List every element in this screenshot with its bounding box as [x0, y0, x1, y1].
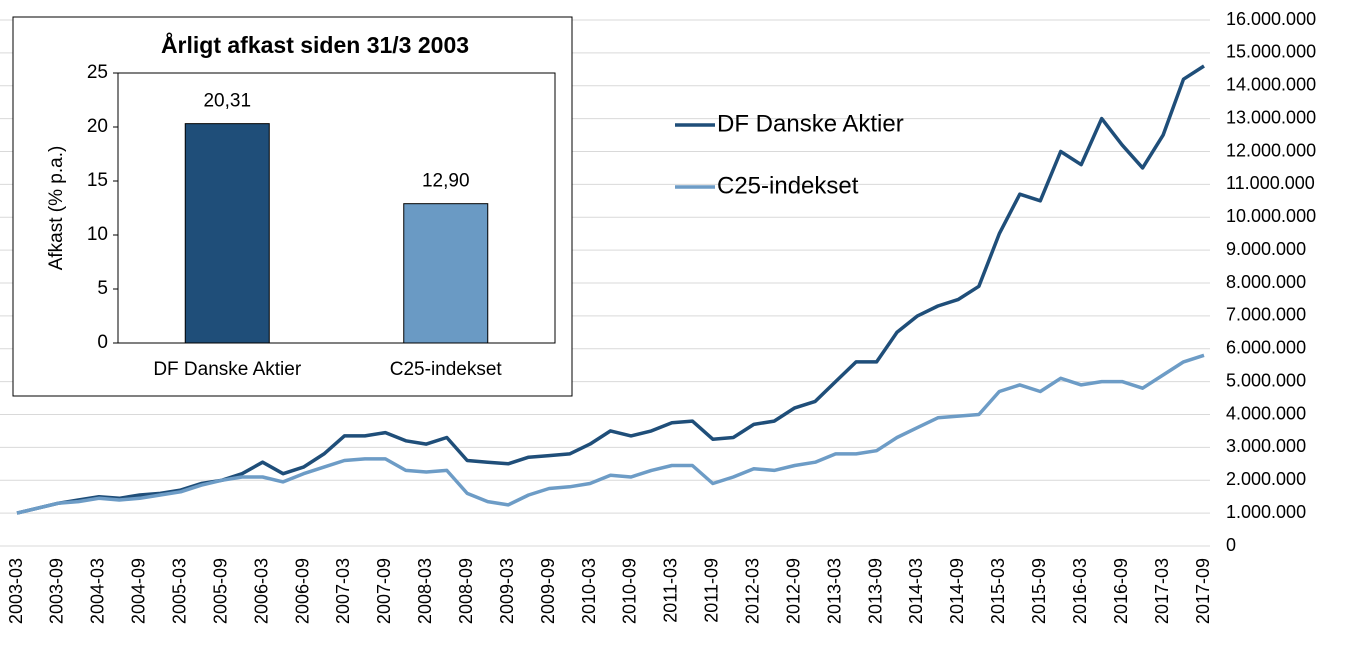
y-tick-label: 7.000.000 [1226, 305, 1306, 325]
x-tick-label: C25-indekset [390, 359, 503, 380]
x-tick-label: 2015-03 [988, 558, 1008, 624]
y-tick-label: 15 [87, 170, 108, 191]
x-tick-label: 2017-03 [1152, 558, 1172, 624]
x-tick-label: 2006-09 [292, 558, 312, 624]
y-tick-label: 15.000.000 [1226, 42, 1316, 62]
y-tick-label: 6.000.000 [1226, 338, 1306, 358]
line-series [16, 353, 1205, 515]
x-tick-label: 2006-03 [251, 558, 271, 624]
y-tick-label: 10.000.000 [1226, 206, 1316, 226]
chart-title: Årligt afkast siden 31/3 2003 [161, 31, 469, 58]
x-tick-label: 2010-09 [620, 558, 640, 624]
y-tick-label: 2.000.000 [1226, 469, 1306, 489]
y-tick-label: 14.000.000 [1226, 75, 1316, 95]
y-tick-label: 10 [87, 224, 108, 245]
y-tick-label: 9.000.000 [1226, 239, 1306, 259]
y-axis-label: Afkast (% p.a.) [46, 146, 67, 271]
x-tick-label: 2009-03 [497, 558, 517, 624]
legend-label: C25-indekset [717, 172, 859, 199]
x-tick-label: 2009-09 [538, 558, 558, 624]
x-tick-label: 2012-09 [783, 558, 803, 624]
y-tick-label: 16.000.000 [1226, 9, 1316, 29]
y-tick-label: 20 [87, 116, 108, 137]
y-tick-label: 12.000.000 [1226, 140, 1316, 160]
x-tick-label: 2011-03 [661, 558, 681, 623]
value-label: 12,90 [422, 171, 470, 192]
y-tick-label: 5.000.000 [1226, 370, 1306, 390]
x-tick-label: 2016-09 [1111, 558, 1131, 624]
x-tick-label: 2003-03 [6, 558, 26, 624]
x-tick-label: 2004-03 [88, 558, 108, 624]
y-tick-label: 0 [97, 332, 108, 353]
plot-frame [117, 72, 556, 344]
x-tick-label: 2007-09 [374, 558, 394, 624]
x-tick-label: DF Danske Aktier [153, 359, 301, 380]
x-tick-label: 2016-03 [1070, 558, 1090, 624]
value-label: 20,31 [203, 91, 251, 112]
y-tick-label: 13.000.000 [1226, 107, 1316, 127]
bar [403, 203, 489, 344]
legend-label: DF Danske Aktier [717, 110, 904, 137]
x-tick-label: 2003-09 [47, 558, 67, 624]
x-tick-label: 2008-09 [456, 558, 476, 624]
x-tick-label: 2014-03 [906, 558, 926, 624]
y-tick-label: 5 [97, 278, 108, 299]
y-tick-label: 0 [1226, 535, 1236, 555]
y-tick-label: 25 [87, 62, 108, 83]
bar [184, 123, 270, 344]
x-tick-label: 2015-09 [1029, 558, 1049, 624]
y-tick-label: 8.000.000 [1226, 272, 1306, 292]
x-tick-label: 2013-03 [824, 558, 844, 624]
x-tick-label: 2017-09 [1193, 558, 1213, 624]
y-tick-label: 11.000.000 [1226, 173, 1315, 193]
x-tick-label: 2004-09 [129, 558, 149, 624]
x-tick-label: 2013-09 [865, 558, 885, 624]
x-tick-label: 2011-09 [702, 558, 722, 623]
x-tick-label: 2007-03 [333, 558, 353, 624]
x-tick-label: 2005-09 [210, 558, 230, 624]
x-tick-label: 2005-03 [169, 558, 189, 624]
inset-bar-chart: Årligt afkast siden 31/3 2003 Afkast (% p… [12, 16, 573, 397]
y-tick-label: 1.000.000 [1226, 502, 1306, 522]
y-tick-label: 4.000.000 [1226, 403, 1306, 423]
x-tick-label: 2008-03 [415, 558, 435, 624]
y-tick-label: 3.000.000 [1226, 436, 1306, 456]
x-tick-label: 2010-03 [579, 558, 599, 624]
x-tick-label: 2014-09 [947, 558, 967, 624]
x-tick-label: 2012-03 [743, 558, 763, 624]
